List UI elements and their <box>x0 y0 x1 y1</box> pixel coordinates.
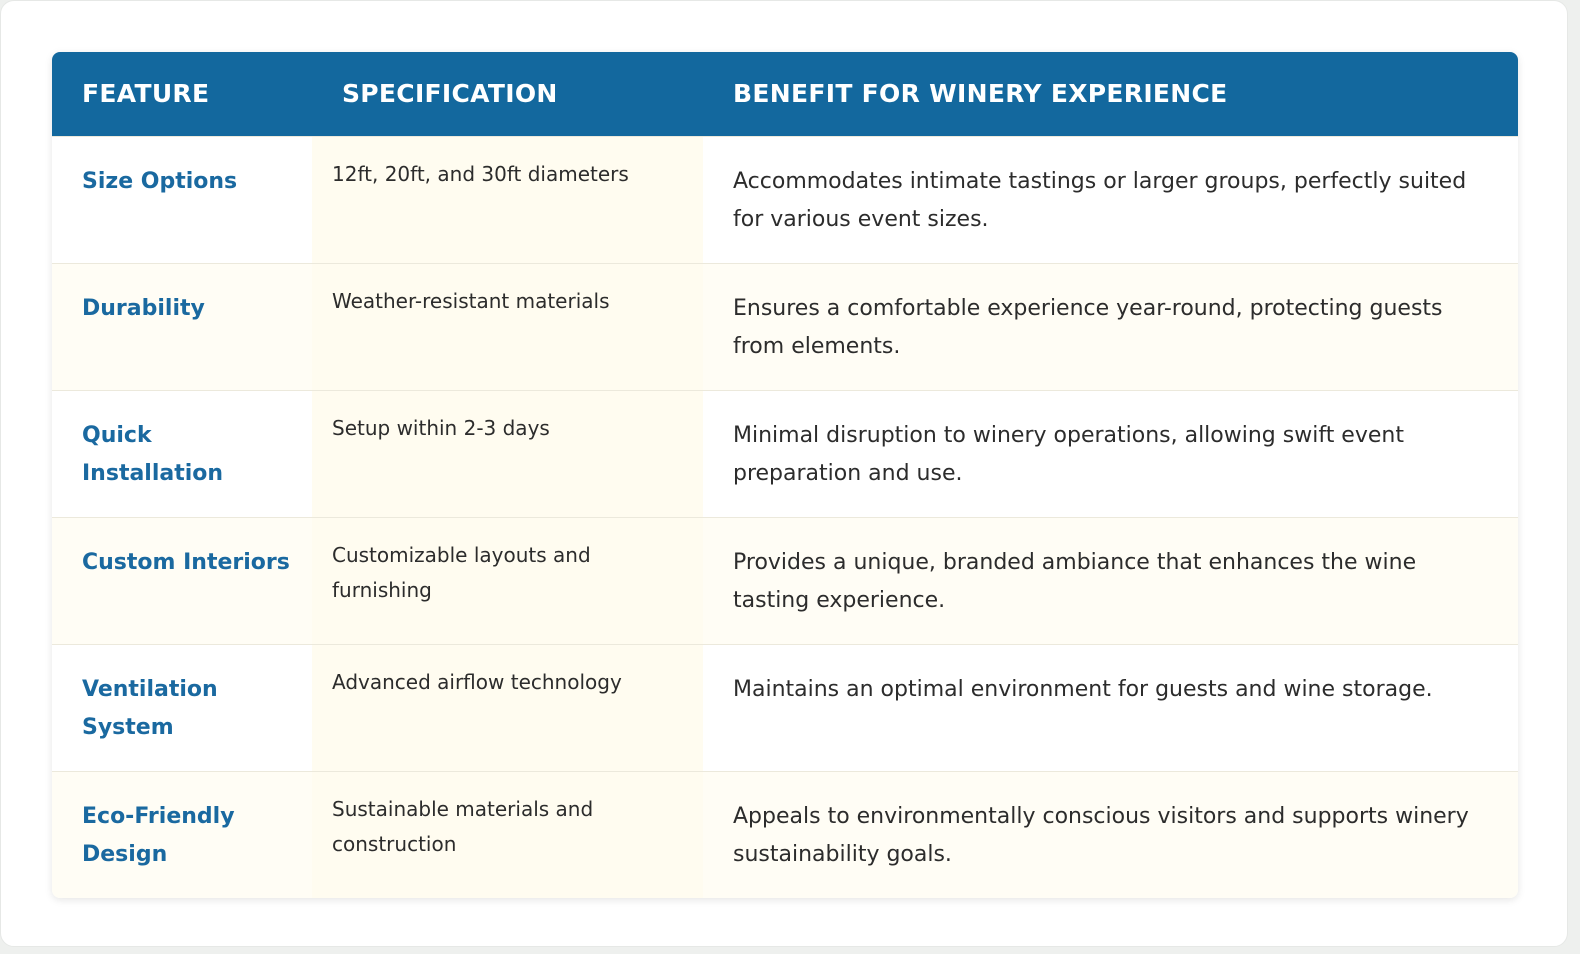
benefit-cell: Minimal disruption to winery operations,… <box>733 422 1404 486</box>
benefit-cell: Appeals to environmentally conscious vis… <box>733 803 1469 867</box>
header-feature: FEATURE <box>82 79 210 109</box>
table-row: Size Options 12ft, 20ft, and 30ft diamet… <box>52 136 1518 263</box>
specification-cell: Weather-resistant materials <box>312 263 703 390</box>
specification-cell: 12ft, 20ft, and 30ft diameters <box>312 136 703 263</box>
feature-cell: Eco-Friendly Design <box>82 803 235 867</box>
benefit-cell: Accommodates intimate tastings or larger… <box>733 168 1467 232</box>
feature-cell: Ventilation System <box>82 676 218 740</box>
benefit-cell: Ensures a comfortable experience year-ro… <box>733 295 1443 359</box>
table-row: Custom Interiors Customizable layouts an… <box>52 517 1518 644</box>
header-specification: SPECIFICATION <box>342 79 558 109</box>
benefit-cell: Maintains an optimal environment for gue… <box>733 676 1433 702</box>
header-row: FEATURE SPECIFICATION BENEFIT FOR WINERY… <box>52 52 1518 136</box>
table-header: FEATURE SPECIFICATION BENEFIT FOR WINERY… <box>52 52 1518 136</box>
table-row: Durability Weather-resistant materials E… <box>52 263 1518 390</box>
feature-cell: Custom Interiors <box>82 549 290 575</box>
feature-table-card: FEATURE SPECIFICATION BENEFIT FOR WINERY… <box>52 52 1518 898</box>
feature-table: FEATURE SPECIFICATION BENEFIT FOR WINERY… <box>52 52 1518 898</box>
feature-cell: Quick Installation <box>82 422 224 486</box>
table-body: Size Options 12ft, 20ft, and 30ft diamet… <box>52 136 1518 898</box>
table-row: Eco-Friendly Design Sustainable material… <box>52 771 1518 898</box>
benefit-cell: Provides a unique, branded ambiance that… <box>733 549 1417 613</box>
specification-cell: Setup within 2-3 days <box>312 390 703 517</box>
feature-cell: Durability <box>82 295 205 321</box>
header-benefit: BENEFIT FOR WINERY EXPERIENCE <box>733 79 1228 109</box>
table-row: Quick Installation Setup within 2-3 days… <box>52 390 1518 517</box>
specification-cell: Advanced airflow technology <box>312 644 703 771</box>
table-row: Ventilation System Advanced airflow tech… <box>52 644 1518 771</box>
feature-cell: Size Options <box>82 168 238 194</box>
specification-cell: Sustainable materials and construction <box>312 771 703 898</box>
specification-cell: Customizable layouts and furnishing <box>312 517 703 644</box>
